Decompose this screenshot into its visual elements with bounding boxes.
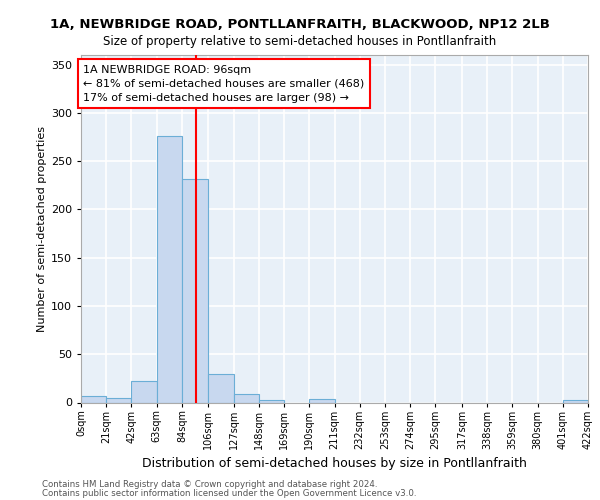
Text: Size of property relative to semi-detached houses in Pontllanfraith: Size of property relative to semi-detach… bbox=[103, 35, 497, 48]
Bar bbox=[131, 382, 157, 402]
Text: 1A NEWBRIDGE ROAD: 96sqm
← 81% of semi-detached houses are smaller (468)
17% of : 1A NEWBRIDGE ROAD: 96sqm ← 81% of semi-d… bbox=[83, 64, 365, 102]
Y-axis label: Number of semi-detached properties: Number of semi-detached properties bbox=[37, 126, 47, 332]
Bar bbox=[259, 400, 284, 402]
Bar bbox=[182, 178, 208, 402]
Bar bbox=[563, 400, 588, 402]
Text: 1A, NEWBRIDGE ROAD, PONTLLANFRAITH, BLACKWOOD, NP12 2LB: 1A, NEWBRIDGE ROAD, PONTLLANFRAITH, BLAC… bbox=[50, 18, 550, 30]
Bar bbox=[157, 136, 182, 402]
Bar bbox=[309, 398, 335, 402]
X-axis label: Distribution of semi-detached houses by size in Pontllanfraith: Distribution of semi-detached houses by … bbox=[142, 457, 527, 470]
Text: Contains HM Land Registry data © Crown copyright and database right 2024.: Contains HM Land Registry data © Crown c… bbox=[42, 480, 377, 489]
Bar bbox=[81, 396, 106, 402]
Text: Contains public sector information licensed under the Open Government Licence v3: Contains public sector information licen… bbox=[42, 488, 416, 498]
Bar bbox=[106, 398, 131, 402]
Bar bbox=[233, 394, 259, 402]
Bar bbox=[208, 374, 233, 402]
